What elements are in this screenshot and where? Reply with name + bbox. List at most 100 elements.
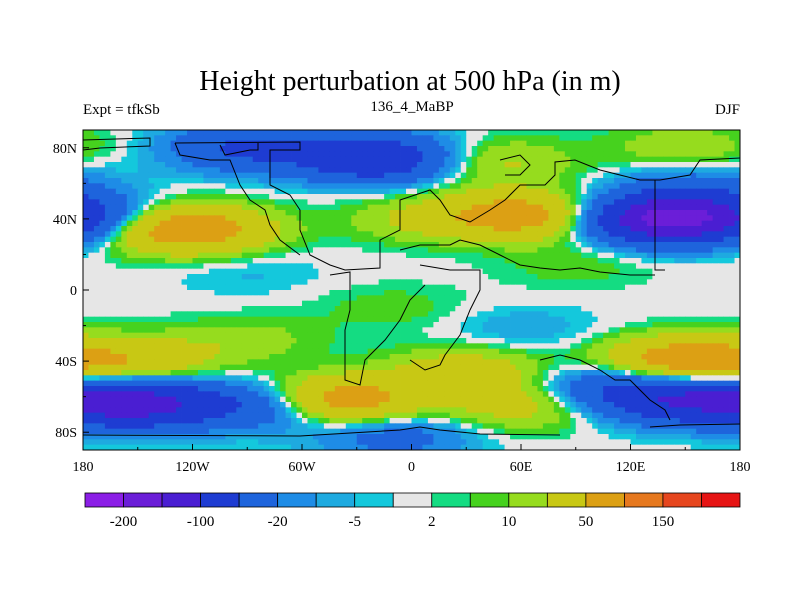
field-cell (236, 183, 243, 190)
field-cell (247, 204, 254, 211)
field-cell (553, 316, 560, 323)
field-cell (564, 183, 571, 190)
field-cell (614, 183, 620, 190)
field-cell (614, 156, 620, 163)
field-cell (395, 194, 401, 200)
field-cell (449, 199, 456, 206)
field-cell (515, 316, 522, 323)
field-cell (734, 167, 740, 174)
field-cell (258, 311, 265, 318)
field-cell (307, 167, 314, 174)
field-cell (187, 178, 193, 184)
field-cell (411, 327, 418, 334)
field-cell (176, 316, 182, 323)
field-cell (723, 332, 730, 339)
field-cell (378, 258, 385, 264)
field-cell (280, 316, 286, 323)
field-cell (707, 306, 714, 312)
field-cell (192, 162, 199, 168)
field-cell (635, 343, 642, 350)
field-cell (668, 343, 675, 350)
field-cell (455, 135, 462, 142)
field-cell (531, 226, 538, 232)
field-cell (718, 146, 724, 152)
field-cell (367, 258, 374, 264)
field-cell (241, 135, 248, 142)
field-cell (542, 167, 549, 174)
field-cell (247, 146, 254, 152)
field-cell (378, 274, 385, 280)
field-cell (170, 183, 177, 190)
field-cell (646, 252, 653, 259)
field-cell (581, 343, 588, 350)
field-cell (225, 332, 232, 339)
field-cell (329, 348, 336, 355)
field-cell (422, 178, 429, 184)
field-cell (674, 258, 681, 264)
field-cell (696, 199, 703, 206)
field-cell (630, 226, 637, 232)
field-cell (427, 306, 434, 312)
field-cell (570, 316, 577, 323)
field-cell (438, 348, 445, 355)
field-cell (187, 162, 193, 168)
field-cell (197, 204, 204, 211)
field-cell (603, 236, 610, 243)
field-cell (329, 231, 336, 238)
field-cell (707, 162, 714, 168)
field-cell (619, 338, 626, 344)
field-cell (521, 263, 527, 270)
field-cell (504, 135, 511, 142)
field-cell (340, 183, 347, 190)
field-cell (406, 135, 412, 142)
field-cell (269, 311, 276, 318)
field-cell (614, 130, 620, 136)
field-cell (345, 156, 352, 163)
field-cell (400, 284, 407, 291)
field-cell (635, 332, 642, 339)
field-cell (323, 274, 330, 280)
field-cell (542, 332, 549, 339)
field-cell (477, 300, 484, 307)
field-cell (121, 215, 128, 222)
field-cell (521, 135, 527, 142)
field-cell (734, 252, 740, 259)
field-cell (416, 162, 423, 168)
field-cell (126, 290, 133, 296)
field-cell (471, 247, 478, 254)
field-cell (570, 231, 577, 238)
field-cell (159, 284, 166, 291)
field-cell (493, 167, 500, 174)
field-cell (384, 231, 391, 238)
field-cell (378, 332, 385, 339)
field-cell (630, 279, 637, 286)
field-cell (99, 274, 106, 280)
field-cell (148, 279, 155, 286)
field-cell (433, 135, 440, 142)
field-cell (291, 167, 297, 174)
field-cell (559, 194, 566, 200)
field-cell (734, 178, 740, 184)
field-cell (126, 172, 133, 179)
field-cell (373, 140, 380, 147)
field-cell (378, 151, 385, 158)
field-cell (214, 215, 221, 222)
field-cell (466, 226, 473, 232)
field-cell (83, 130, 89, 136)
field-cell (729, 236, 735, 243)
field-cell (285, 215, 292, 222)
field-cell (531, 311, 538, 318)
field-cell (542, 284, 549, 291)
field-cell (203, 204, 210, 211)
field-cell (121, 236, 128, 243)
field-cell (504, 290, 511, 296)
field-cell (389, 348, 396, 355)
field-cell (701, 204, 708, 211)
field-cell (323, 178, 330, 184)
field-cell (252, 183, 259, 190)
field-cell (657, 284, 664, 291)
field-cell (537, 284, 544, 291)
field-cell (570, 274, 577, 280)
field-cell (729, 204, 735, 211)
field-cell (438, 183, 445, 190)
